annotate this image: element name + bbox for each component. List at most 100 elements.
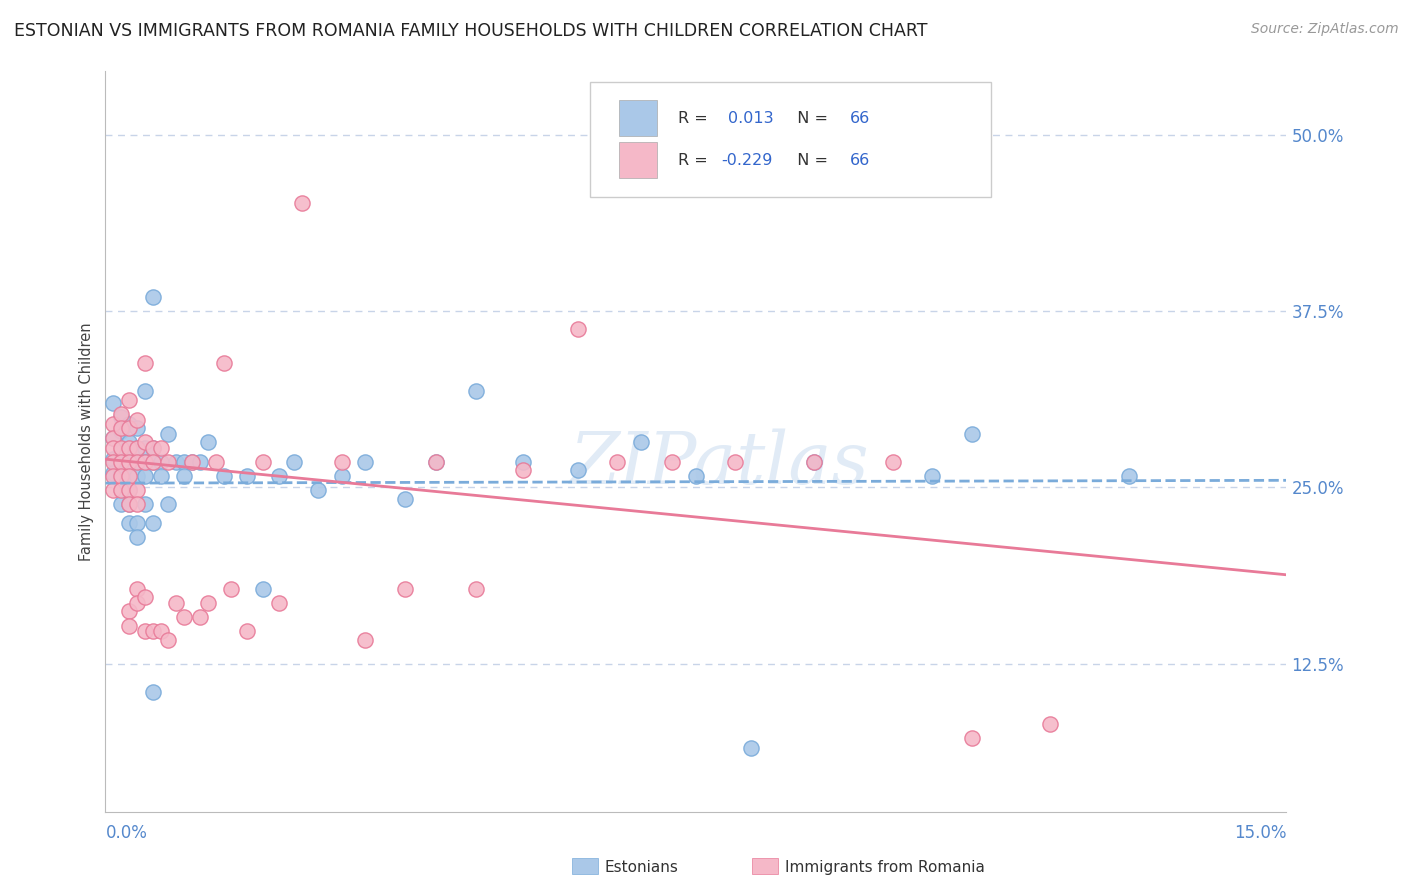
Point [236, 469, 259, 483]
Text: ZIPatlas: ZIPatlas [569, 428, 869, 499]
Point [236, 624, 259, 639]
Point [118, 441, 141, 455]
Point [1039, 717, 1062, 731]
Point [291, 195, 314, 210]
Point [142, 290, 165, 304]
FancyBboxPatch shape [619, 143, 657, 178]
Point [157, 455, 180, 469]
Text: N =: N = [787, 153, 832, 168]
Point [134, 455, 156, 469]
Point [685, 469, 707, 483]
Text: R =: R = [678, 111, 713, 126]
Point [157, 497, 180, 511]
Point [110, 421, 132, 435]
Point [567, 322, 589, 336]
Text: 15.0%: 15.0% [1234, 824, 1286, 842]
Point [125, 469, 148, 483]
Point [181, 455, 204, 469]
Point [103, 431, 125, 445]
Point [142, 455, 165, 469]
Point [110, 467, 132, 481]
Point [125, 441, 148, 455]
FancyBboxPatch shape [619, 100, 657, 136]
Point [330, 455, 353, 469]
Point [118, 483, 141, 498]
Point [103, 483, 125, 498]
Point [103, 441, 125, 455]
Point [283, 455, 305, 469]
Point [212, 469, 235, 483]
Point [354, 455, 377, 469]
Point [307, 483, 329, 498]
Point [103, 469, 125, 483]
Text: 0.013: 0.013 [728, 111, 773, 126]
Point [110, 441, 132, 455]
Point [125, 441, 148, 455]
Point [110, 483, 132, 498]
Point [118, 417, 141, 431]
Point [252, 582, 274, 596]
Point [125, 530, 148, 544]
Point [882, 455, 904, 469]
Point [661, 455, 683, 469]
Text: Estonians: Estonians [605, 861, 679, 875]
Point [267, 596, 290, 610]
Point [464, 582, 486, 596]
Point [394, 491, 416, 506]
Point [103, 396, 125, 410]
Point [149, 624, 172, 639]
Point [173, 455, 195, 469]
Point [110, 455, 132, 469]
Point [606, 455, 628, 469]
Point [425, 455, 447, 469]
Text: 66: 66 [849, 153, 870, 168]
Point [188, 610, 211, 624]
Point [118, 497, 141, 511]
Point [165, 596, 187, 610]
Point [118, 469, 141, 483]
Text: Source: ZipAtlas.com: Source: ZipAtlas.com [1251, 22, 1399, 37]
Point [630, 435, 652, 450]
Point [125, 412, 148, 426]
Point [103, 467, 125, 481]
Point [110, 469, 132, 483]
Point [212, 356, 235, 370]
Point [125, 516, 148, 530]
Point [110, 473, 132, 487]
Point [394, 582, 416, 596]
Text: -0.229: -0.229 [721, 153, 772, 168]
Point [330, 469, 353, 483]
Point [960, 426, 983, 441]
Point [173, 610, 195, 624]
Point [142, 441, 165, 455]
Point [118, 459, 141, 474]
Text: 0.0%: 0.0% [105, 824, 148, 842]
Point [512, 463, 534, 477]
Point [110, 483, 132, 498]
Point [125, 483, 148, 498]
Point [221, 582, 243, 596]
Point [118, 618, 141, 632]
Point [118, 516, 141, 530]
Point [125, 421, 148, 435]
Point [512, 455, 534, 469]
Point [157, 426, 180, 441]
Point [118, 455, 141, 469]
Point [740, 741, 762, 756]
Point [134, 441, 156, 455]
Point [110, 409, 132, 424]
Point [103, 431, 125, 445]
Text: Immigrants from Romania: Immigrants from Romania [785, 861, 984, 875]
Text: R =: R = [678, 153, 713, 168]
Point [134, 455, 156, 469]
Point [921, 469, 943, 483]
Point [134, 384, 156, 399]
Point [125, 582, 148, 596]
Point [110, 424, 132, 438]
Point [1118, 469, 1140, 483]
Point [567, 463, 589, 477]
Point [118, 435, 141, 450]
Point [110, 497, 132, 511]
Point [125, 455, 148, 469]
Point [118, 450, 141, 464]
